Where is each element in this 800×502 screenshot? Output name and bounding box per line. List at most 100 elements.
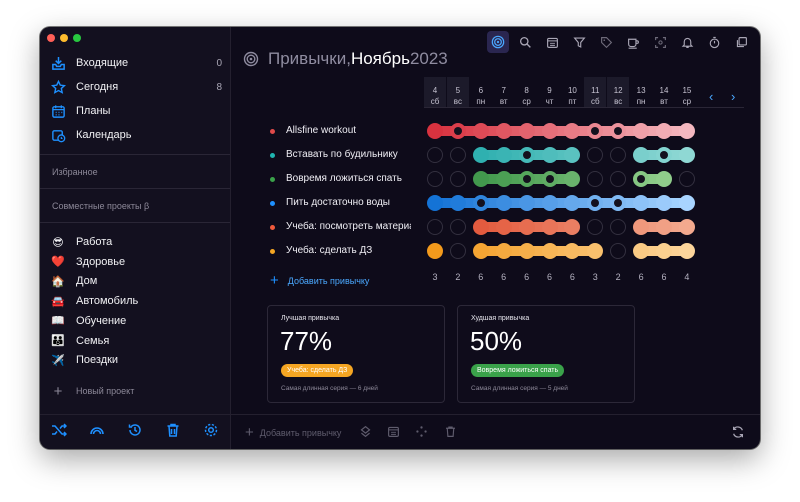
sidebar-item-project[interactable]: ✈️ Поездки [50, 350, 222, 370]
trash-icon[interactable] [444, 425, 457, 443]
habit-day-cell-done[interactable] [495, 219, 512, 235]
habit-day-cell-done[interactable] [633, 243, 650, 259]
worst-habit-card[interactable]: Худшая привычка 50% Вовремя ложиться спа… [457, 305, 635, 403]
habit-day-cell-done[interactable] [541, 123, 558, 139]
habit-day-cell-done[interactable] [518, 195, 535, 211]
sidebar-item-project[interactable]: ❤️ Здоровье [50, 252, 222, 272]
habit-day-cell-done[interactable] [656, 123, 672, 139]
habit-name[interactable]: Учеба: сделать ДЗ [286, 245, 373, 256]
history-icon[interactable] [127, 422, 143, 443]
sidebar-item-project[interactable]: 📖 Обучение [50, 311, 222, 331]
habit-day-cell-empty[interactable] [587, 219, 604, 235]
habit-day-cell-done[interactable] [541, 219, 558, 235]
habit-day-cell-done[interactable] [449, 123, 466, 139]
sidebar-item-project[interactable]: 🏠 Дом [50, 271, 222, 291]
gear-icon[interactable] [203, 422, 219, 443]
footer-add-habit-button[interactable]: + Добавить привычку [245, 424, 341, 441]
habit-day-cell-empty[interactable] [449, 243, 466, 259]
coffee-button[interactable] [622, 31, 644, 53]
habit-day-cell-done[interactable] [656, 219, 672, 235]
habit-day-cell-done[interactable] [656, 171, 672, 187]
habit-day-cell-done[interactable] [564, 195, 581, 211]
habit-day-cell-done[interactable] [610, 195, 627, 211]
habit-day-cell-done[interactable] [541, 243, 558, 259]
habit-day-cell-done[interactable] [495, 195, 512, 211]
search-button[interactable] [514, 31, 536, 53]
sidebar-item-plans[interactable]: Планы [50, 101, 222, 121]
shuffle-icon[interactable] [51, 422, 68, 443]
habit-day-cell-done[interactable] [564, 243, 581, 259]
habit-day-cell-empty[interactable] [587, 171, 604, 187]
habit-day-cell-done[interactable] [472, 147, 489, 163]
habit-day-cell-done[interactable] [472, 243, 489, 259]
habit-day-cell-done[interactable] [633, 171, 650, 187]
sync-icon[interactable] [731, 425, 745, 444]
habit-day-cell-done[interactable] [656, 243, 672, 259]
habit-day-cell-done[interactable] [518, 243, 535, 259]
habit-day-cell-done[interactable] [587, 195, 604, 211]
sidebar-item-project[interactable]: 😎 Работа [50, 232, 222, 252]
habit-day-cell-done[interactable] [633, 123, 650, 139]
habit-day-cell-done[interactable] [587, 243, 604, 259]
habit-day-cell-empty[interactable] [610, 147, 627, 163]
habit-day-cell-done[interactable] [495, 243, 512, 259]
habit-day-cell-done[interactable] [518, 219, 535, 235]
habit-day-cell-done[interactable] [678, 195, 695, 211]
habit-day-cell-done[interactable] [678, 219, 695, 235]
sidebar-item-calendar[interactable]: Календарь [50, 125, 222, 145]
best-habit-card[interactable]: Лучшая привычка 77% Учеба: сделать ДЗ Са… [267, 305, 445, 403]
windows-button[interactable] [730, 31, 752, 53]
habit-day-cell-done[interactable] [472, 123, 489, 139]
habit-day-cell-empty[interactable] [610, 171, 627, 187]
habit-day-cell-done[interactable] [427, 243, 443, 259]
habit-day-cell-done[interactable] [427, 123, 443, 139]
close-window-button[interactable] [47, 34, 55, 42]
tag-button[interactable] [595, 31, 617, 53]
habit-day-cell-done[interactable] [564, 123, 581, 139]
habit-day-cell-done[interactable] [541, 147, 558, 163]
habit-day-cell-done[interactable] [541, 195, 558, 211]
zoom-window-button[interactable] [73, 34, 81, 42]
habit-day-cell-done[interactable] [449, 195, 466, 211]
habit-day-cell-empty[interactable] [449, 171, 466, 187]
sidebar-item-project[interactable]: 👪 Семья [50, 331, 222, 351]
focus-button[interactable] [649, 31, 671, 53]
trash-icon[interactable] [165, 422, 181, 443]
habit-day-cell-done[interactable] [495, 123, 512, 139]
habit-day-cell-done[interactable] [678, 123, 695, 139]
notifications-button[interactable] [676, 31, 698, 53]
sidebar-item-project[interactable]: 🚘 Автомобиль [50, 291, 222, 311]
sidebar-item-inbox[interactable]: Входящие 0 [50, 53, 222, 73]
habit-day-cell-done[interactable] [564, 219, 581, 235]
habit-day-cell-done[interactable] [472, 195, 489, 211]
habit-day-cell-empty[interactable] [449, 219, 466, 235]
sidebar-item-today[interactable]: Сегодня 8 [50, 77, 222, 97]
habit-day-cell-done[interactable] [678, 243, 695, 259]
habit-day-cell-done[interactable] [472, 171, 489, 187]
filter-button[interactable] [568, 31, 590, 53]
next-week-button[interactable]: › [731, 89, 735, 104]
habit-day-cell-done[interactable] [472, 219, 489, 235]
habit-day-cell-done[interactable] [610, 123, 627, 139]
habit-day-cell-done[interactable] [564, 171, 581, 187]
layers-icon[interactable] [359, 425, 372, 443]
habit-day-cell-done[interactable] [656, 195, 672, 211]
habit-day-cell-done[interactable] [564, 147, 581, 163]
habit-day-cell-empty[interactable] [678, 171, 695, 187]
habit-name[interactable]: Учеба: посмотреть материал [286, 221, 411, 232]
habit-day-cell-done[interactable] [633, 147, 650, 163]
new-project-button[interactable]: + Новый проект [50, 381, 222, 401]
habit-day-cell-done[interactable] [587, 123, 604, 139]
habit-day-cell-empty[interactable] [449, 147, 466, 163]
habit-name[interactable]: Пить достаточно воды [286, 197, 390, 208]
habit-day-cell-empty[interactable] [610, 243, 627, 259]
habit-name[interactable]: Allsfine workout [286, 125, 357, 136]
habit-day-cell-done[interactable] [518, 171, 535, 187]
prev-week-button[interactable]: ‹ [709, 89, 713, 104]
habit-name[interactable]: Вставать по будильнику [286, 149, 398, 160]
habits-tab-button[interactable] [487, 31, 509, 53]
timer-button[interactable] [703, 31, 725, 53]
calendar-icon[interactable] [387, 425, 400, 443]
habit-day-cell-done[interactable] [518, 123, 535, 139]
habit-day-cell-done[interactable] [633, 219, 650, 235]
